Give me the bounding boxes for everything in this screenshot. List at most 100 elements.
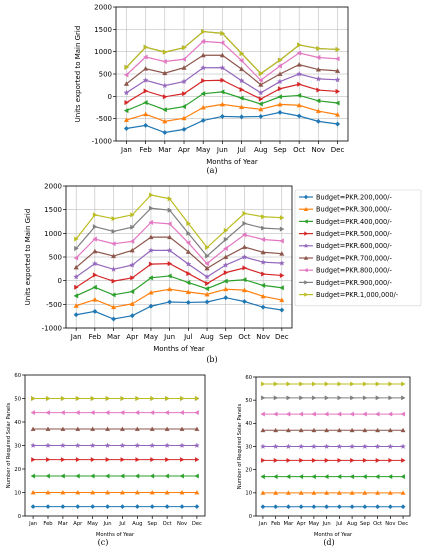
data-point	[60, 410, 65, 416]
data-point	[239, 87, 245, 93]
data-point	[123, 72, 129, 78]
data-point	[185, 240, 191, 246]
data-point	[277, 71, 283, 76]
data-point	[143, 44, 149, 50]
data-point	[90, 504, 96, 510]
data-point	[239, 114, 245, 120]
data-point	[273, 411, 278, 417]
data-point	[277, 101, 283, 107]
data-point	[387, 504, 393, 510]
series-line	[126, 54, 338, 86]
data-point	[349, 443, 355, 449]
y-tick-label: 2000	[94, 3, 112, 11]
series-9	[74, 192, 285, 251]
data-point	[194, 396, 200, 401]
data-point	[311, 381, 317, 387]
x-tick-label: Dec	[275, 333, 289, 341]
x-tick-label: Aug	[132, 521, 142, 527]
data-point	[162, 49, 168, 55]
series-2	[73, 286, 285, 310]
data-point	[277, 63, 282, 69]
series-3	[260, 474, 405, 480]
data-point	[134, 426, 140, 431]
data-point	[185, 299, 191, 305]
y-tick-label: 0	[108, 93, 112, 101]
legend-label: Budget=PKR.800,000/-	[316, 267, 392, 275]
x-tick-label: Nov	[256, 333, 270, 341]
data-point	[279, 215, 285, 221]
data-point	[120, 504, 125, 510]
data-point	[150, 396, 155, 401]
x-tick-label: Apr	[178, 146, 190, 154]
data-point	[219, 64, 226, 71]
y-tick-label: 1500	[94, 26, 112, 34]
legend-marker	[303, 255, 309, 260]
series-line	[126, 40, 338, 82]
data-point	[134, 410, 140, 416]
data-point	[111, 253, 117, 259]
data-point	[375, 474, 380, 480]
data-point	[194, 457, 200, 463]
series-6	[30, 426, 200, 431]
caption-c: (c)	[98, 538, 109, 547]
x-tick-label: Apr	[297, 521, 307, 527]
series-1	[260, 504, 406, 510]
data-point	[111, 278, 117, 284]
caption-b: (b)	[206, 355, 217, 364]
data-point	[200, 64, 207, 71]
data-point	[60, 489, 66, 495]
data-point	[129, 247, 135, 253]
data-point	[134, 504, 140, 510]
legend-marker	[304, 231, 309, 236]
series-4	[31, 457, 200, 463]
data-point	[46, 457, 51, 463]
data-point	[241, 232, 247, 238]
data-point	[181, 115, 187, 121]
data-point	[105, 410, 110, 416]
data-point	[222, 261, 229, 268]
y-tick-label: -1000	[42, 324, 62, 332]
data-point	[279, 307, 285, 313]
data-point	[260, 282, 266, 288]
series-line	[126, 30, 338, 75]
data-point	[130, 224, 135, 230]
data-point	[164, 410, 170, 416]
series-2	[30, 489, 200, 495]
y-tick-label: 2000	[44, 182, 62, 190]
data-point	[223, 254, 229, 259]
series-line	[75, 288, 282, 308]
data-point	[123, 117, 129, 122]
data-point	[89, 442, 96, 448]
data-point	[315, 54, 321, 61]
series-1	[73, 295, 285, 322]
data-point	[324, 395, 330, 401]
data-point	[90, 489, 96, 495]
data-point	[179, 473, 184, 479]
data-point	[350, 457, 355, 463]
y-tick-label: -500	[46, 301, 62, 309]
data-point	[161, 82, 168, 89]
data-point	[337, 381, 342, 387]
data-point	[90, 426, 96, 431]
data-point	[279, 297, 285, 303]
y-tick-label: 1000	[44, 230, 62, 238]
data-point	[74, 284, 79, 290]
data-point	[165, 457, 170, 463]
legend-label: Budget=PKR.300,000/-	[316, 206, 392, 214]
x-tick-label: Mar	[158, 146, 171, 154]
x-tick-label: May	[144, 333, 158, 341]
x-tick-label: May	[87, 521, 98, 527]
y-tick-label: 30	[245, 444, 252, 450]
data-point	[204, 265, 210, 271]
y-tick-label: 1500	[44, 206, 62, 214]
data-point	[90, 396, 96, 401]
data-point	[311, 443, 317, 449]
series-line	[75, 194, 282, 249]
legend-marker	[303, 219, 308, 224]
data-point	[324, 490, 330, 495]
data-point	[241, 287, 247, 293]
data-point	[149, 473, 155, 479]
data-point	[311, 411, 316, 417]
legend: Budget=PKR.200,000/- Budget=PKR.300,000/-…	[294, 189, 422, 307]
data-point	[260, 411, 265, 417]
